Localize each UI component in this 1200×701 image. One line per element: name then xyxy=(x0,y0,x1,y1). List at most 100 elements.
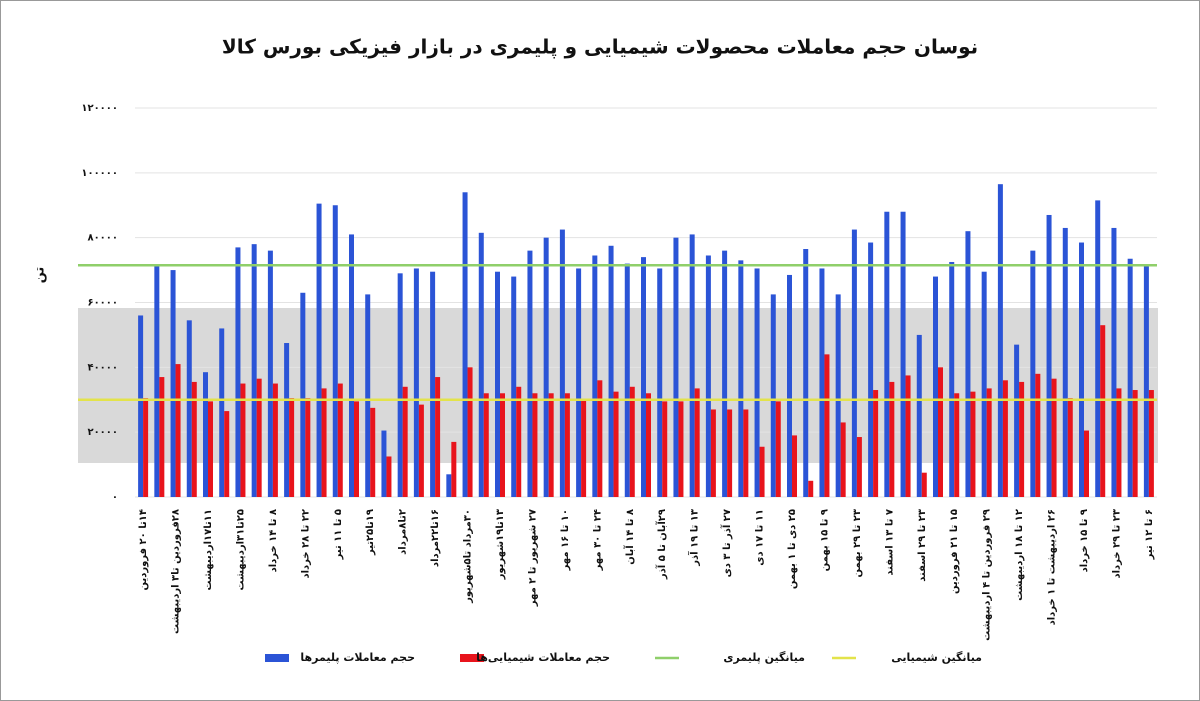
bar xyxy=(803,249,809,497)
bar xyxy=(305,398,311,497)
bar xyxy=(1143,265,1149,497)
bar xyxy=(916,334,922,497)
bar xyxy=(483,393,489,497)
legend-label: میانگین شیمیایی xyxy=(891,651,982,664)
x-tick-label: ۲۲ تا ۲۸ خرداد xyxy=(300,509,311,579)
bar xyxy=(219,328,225,497)
x-tick-label: ۱۳تا۱۹شهریور xyxy=(495,509,506,580)
x-tick-label: ۲۴ تا ۳۰ مهر xyxy=(592,509,603,571)
legend-label: حجم معاملات پلیمرها xyxy=(300,651,415,664)
x-tick-label: ۵ تا ۱۱ تیر xyxy=(333,509,344,560)
bar xyxy=(840,422,846,497)
bar xyxy=(267,250,273,497)
x-tick-label: ۳۰مرداد تا۵شهریور xyxy=(463,509,474,604)
bar xyxy=(138,315,144,497)
x-tick-label: ۲۳ تا ۲۹ اسفند xyxy=(917,509,928,582)
bar xyxy=(1095,200,1101,497)
bar xyxy=(873,390,879,497)
bar xyxy=(365,294,371,497)
bar xyxy=(727,409,733,497)
legend-swatch xyxy=(265,654,289,662)
x-tick-label: ۱۵ تا ۲۱ فروردین xyxy=(949,509,960,594)
bar xyxy=(337,383,343,497)
bar xyxy=(673,237,679,497)
bar xyxy=(954,393,960,497)
bar xyxy=(170,270,176,497)
y-axis-label: تن xyxy=(33,267,48,284)
bar xyxy=(581,399,587,497)
bar xyxy=(787,274,792,497)
bar xyxy=(597,380,603,497)
bar xyxy=(548,393,554,497)
y-tick-label: ۴۰۰۰۰ xyxy=(87,362,118,373)
bar xyxy=(646,393,651,497)
bar xyxy=(1127,258,1133,497)
legend-swatch xyxy=(460,654,484,662)
bar xyxy=(467,367,473,497)
bar xyxy=(1084,430,1089,497)
bar xyxy=(933,276,938,497)
bar xyxy=(1132,390,1138,497)
bar xyxy=(689,234,695,498)
x-tick-label: ۲۹ فروردین تا ۴ اردیبهشت xyxy=(982,509,993,641)
x-tick-label: ۱۰ تا ۱۶ مهر xyxy=(560,509,571,571)
bar xyxy=(240,383,246,497)
bar xyxy=(889,381,895,497)
bar xyxy=(402,386,408,497)
bar xyxy=(272,383,278,497)
bar xyxy=(1046,214,1052,497)
bar xyxy=(435,377,441,497)
x-tick-label: ۲تا۸مرداد xyxy=(398,509,409,555)
bar xyxy=(1051,378,1057,497)
x-tick-label: ۱۲ تا ۱۸ اردیبهشت xyxy=(1014,509,1025,601)
bar xyxy=(451,441,457,497)
bar xyxy=(770,294,776,497)
bar xyxy=(564,393,570,497)
bar xyxy=(543,237,549,497)
x-tick-label: ۱۶تا۲۲مرداد xyxy=(430,509,441,567)
y-tick-label: ۰ xyxy=(112,492,118,503)
bar xyxy=(986,388,992,497)
bar xyxy=(251,244,257,497)
chart-title: نوسان حجم معاملات محصولات شیمیایی و پلیم… xyxy=(222,35,978,60)
x-tick-label: ۲۶ اردیبهشت تا ۱ خرداد xyxy=(1047,509,1058,625)
bar xyxy=(1111,227,1117,498)
bar xyxy=(576,268,582,497)
bar xyxy=(559,229,565,497)
bar xyxy=(678,401,684,497)
bar xyxy=(159,377,165,497)
bar xyxy=(965,231,971,497)
bar xyxy=(1019,381,1025,497)
bar xyxy=(981,271,987,497)
bar xyxy=(381,430,387,497)
bar xyxy=(300,292,306,497)
bar xyxy=(851,229,857,497)
bar xyxy=(997,184,1003,497)
x-tick-label: ۱۱ تا ۱۷ دی xyxy=(755,509,766,566)
bar xyxy=(143,398,149,497)
bar xyxy=(657,268,663,497)
x-tick-label: ۱۱تا۱۷اردیبهشت xyxy=(203,509,214,590)
bar xyxy=(1035,373,1041,497)
bar xyxy=(1014,344,1020,497)
bar xyxy=(949,261,955,497)
bar xyxy=(819,268,825,497)
bar xyxy=(868,242,874,497)
bar xyxy=(516,386,522,497)
bar xyxy=(608,245,614,497)
bar xyxy=(921,472,927,497)
bar xyxy=(349,234,354,498)
x-tick-label: ۱۹تا۲۵تیر xyxy=(365,509,376,556)
x-tick-label: ۲۹آبان تا ۵ آذر xyxy=(655,509,668,580)
bar xyxy=(511,276,517,497)
y-tick-label: ۸۰۰۰۰ xyxy=(87,233,118,244)
bar xyxy=(1062,227,1068,498)
bar xyxy=(743,409,749,497)
bar xyxy=(808,480,814,497)
x-tick-label: ۲۷ آذر تا ۳ دی xyxy=(720,509,733,577)
bar xyxy=(430,271,436,497)
x-tick-label: ۸ تا ۱۴ خرداد xyxy=(268,509,279,572)
bar xyxy=(154,265,160,497)
bar xyxy=(224,411,230,497)
x-tick-label: ۱۳ تا ۱۹ آذر xyxy=(688,509,701,567)
